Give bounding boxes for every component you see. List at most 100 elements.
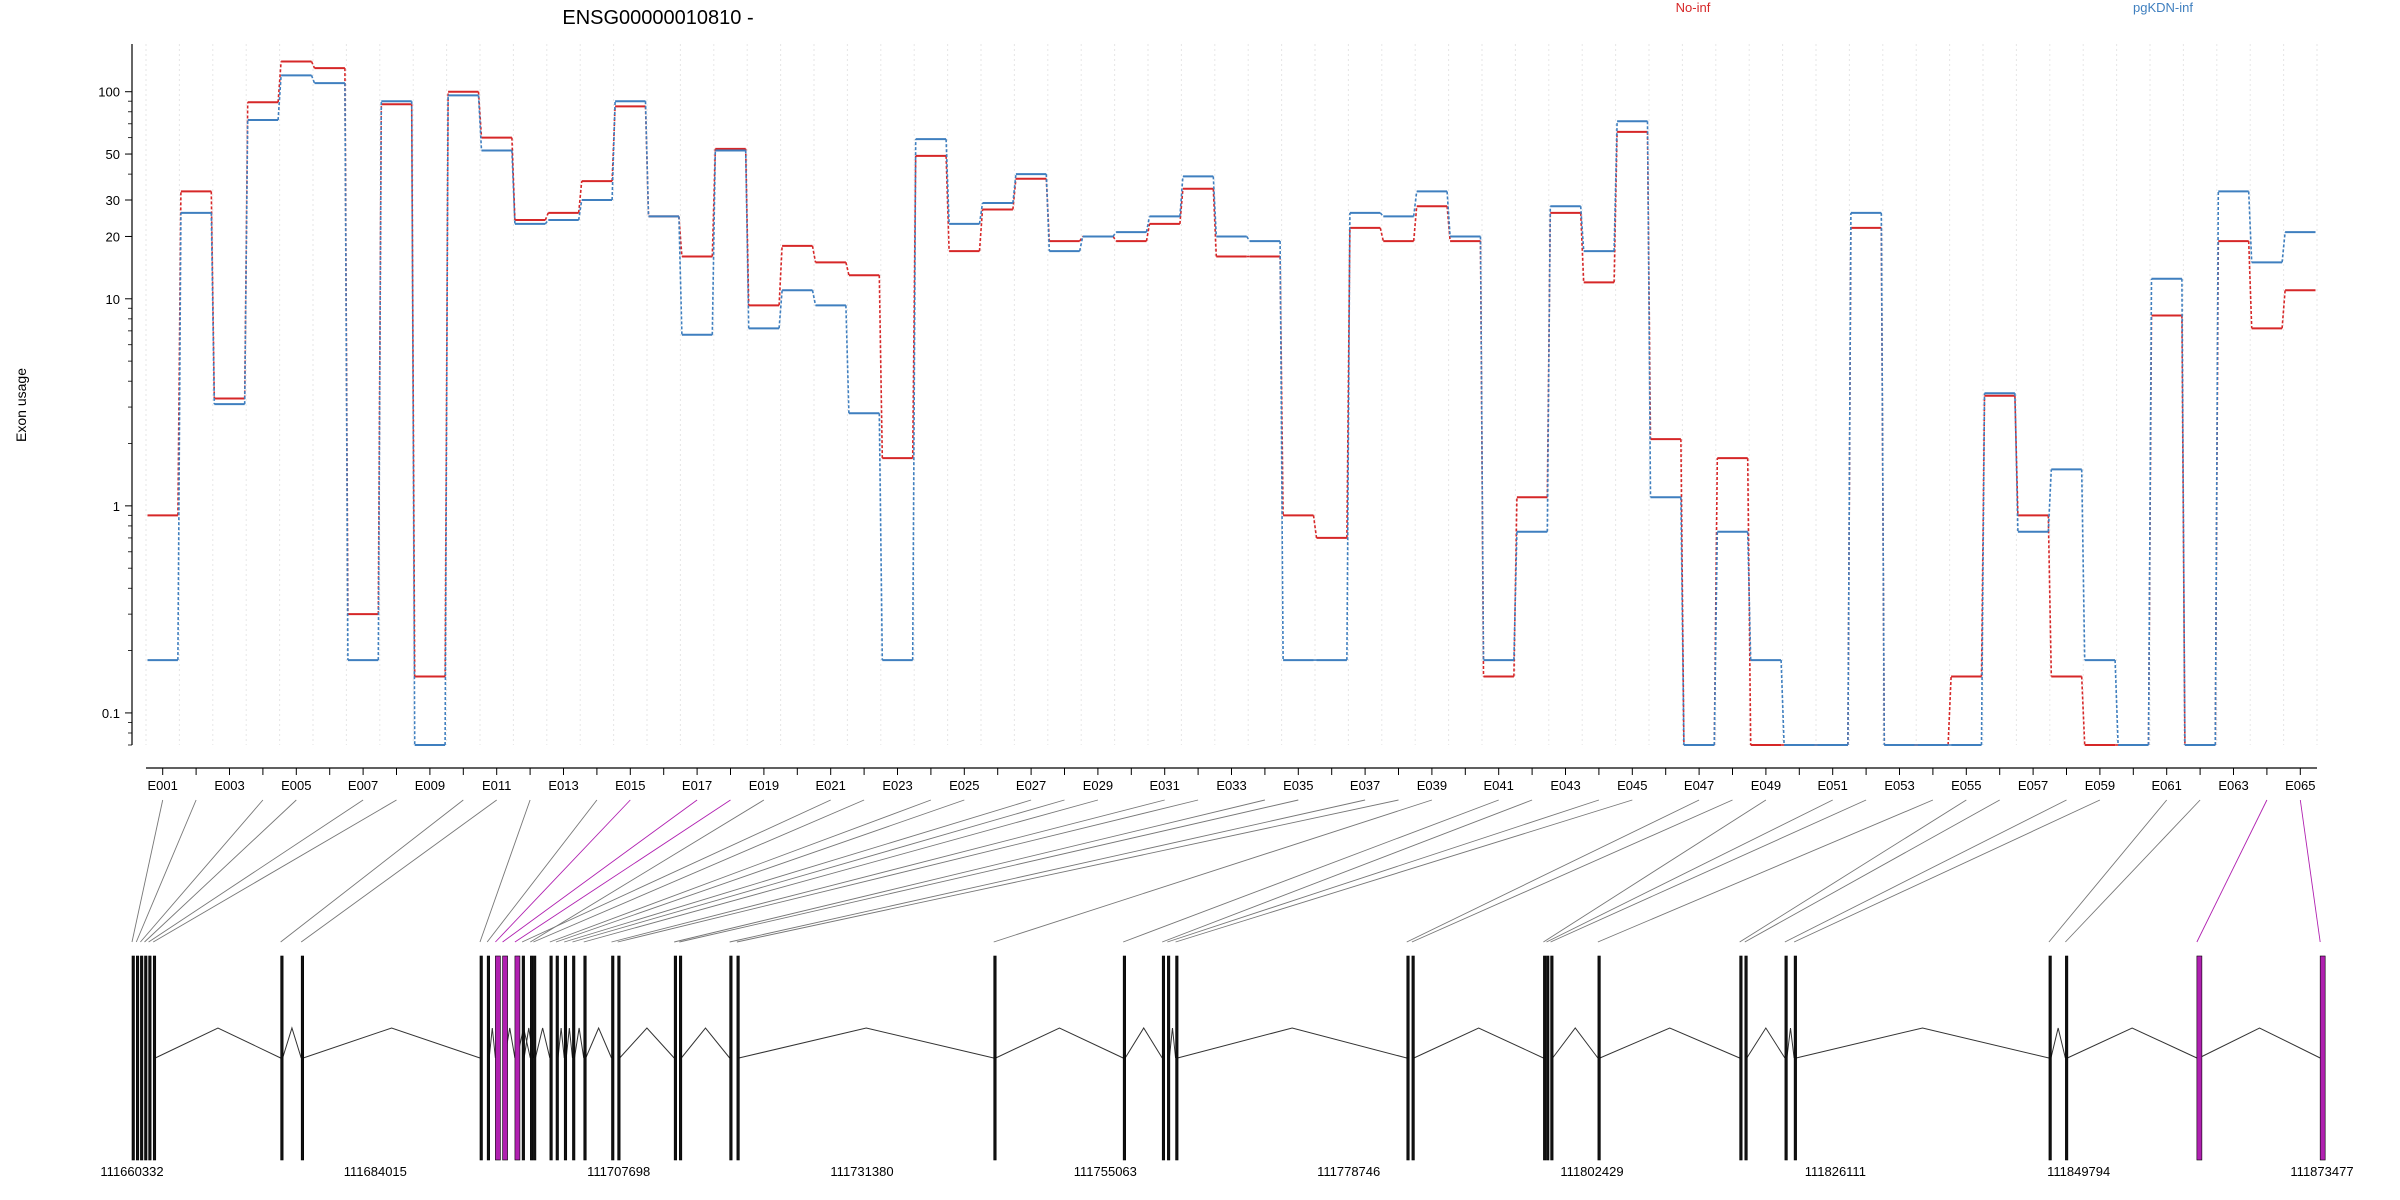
x-tick-label: E027 [1016, 778, 1046, 793]
exon [533, 955, 537, 1161]
vertical-gridlines [145, 44, 2318, 745]
exon-connector [502, 799, 698, 943]
exon [1122, 955, 1126, 1161]
exon-connector [2048, 799, 2168, 943]
series-connector [2014, 393, 2019, 532]
series-connector [1613, 121, 1618, 252]
series-connector [511, 137, 516, 221]
exon [521, 955, 525, 1161]
genomic-tick-label: 111660332 [100, 1164, 163, 1179]
series-connector [577, 181, 583, 213]
exon [993, 955, 997, 1161]
exon-connector [1167, 799, 1600, 943]
intron [565, 1027, 573, 1059]
series-connector [1579, 212, 1585, 283]
series-connector [1279, 256, 1284, 516]
series-connector [1412, 206, 1418, 242]
series-connector [577, 199, 583, 221]
x-tick-label: E021 [816, 778, 846, 793]
exon-connector [280, 799, 464, 943]
series-connector [2181, 278, 2186, 746]
series-connector [1479, 236, 1485, 661]
series-connector [911, 155, 917, 459]
x-tick-label: E047 [1684, 778, 1714, 793]
exon [2048, 955, 2052, 1161]
exon-highlighted [502, 955, 508, 1161]
series-connector [1379, 227, 1385, 242]
x-tick-label: E023 [882, 778, 912, 793]
series-connector [2147, 278, 2153, 746]
exon [1597, 955, 1601, 1161]
intron [1746, 1027, 1786, 1059]
exon [1784, 955, 1788, 1161]
exon-connector [2065, 799, 2201, 943]
intron [1413, 1027, 1544, 1059]
x-tick-label: E005 [281, 778, 311, 793]
series-connector [1212, 176, 1218, 237]
series-connector [477, 95, 483, 151]
exon-connector [479, 799, 531, 943]
intron [585, 1026, 612, 1059]
intron [1552, 1027, 1599, 1059]
series-connector [2047, 515, 2053, 677]
exon-connector [144, 799, 297, 943]
x-tick-label: E039 [1417, 778, 1447, 793]
series-connector [177, 212, 182, 661]
genomic-tick-label: 111849794 [2047, 1164, 2110, 1179]
genomic-tick-label: 111873477 [2290, 1164, 2353, 1179]
exon-connector [1597, 799, 1934, 943]
intron [1124, 1027, 1163, 1059]
exon-connector [1411, 799, 1733, 943]
series-connector [377, 101, 383, 661]
series-connector [2114, 660, 2119, 746]
exon-connector [140, 799, 264, 943]
y-tick-label: 20 [106, 229, 120, 244]
exon [1546, 955, 1550, 1161]
genomic-tick-label: 111731380 [830, 1164, 893, 1179]
exon [486, 955, 490, 1161]
exon-highlighted [2196, 955, 2203, 1161]
series-connector [1847, 212, 1852, 746]
series-connector [1713, 531, 1719, 746]
x-tick-label: E037 [1350, 778, 1380, 793]
legend-label-no-inf: No-inf [1676, 0, 1711, 15]
exon [611, 955, 615, 1161]
exon-connector [148, 799, 364, 943]
series-connector [2247, 191, 2253, 263]
exon [1406, 955, 1410, 1161]
series-connector [310, 75, 316, 84]
exon-connector [533, 799, 865, 943]
exon-connector [1406, 799, 1700, 943]
series-connector [544, 219, 549, 225]
series-connector [2047, 469, 2053, 532]
intron [2050, 1027, 2066, 1059]
series-connector [778, 290, 783, 329]
series-connector [277, 75, 282, 121]
series-connector [2281, 290, 2286, 329]
series-connector [1713, 458, 1719, 746]
exon-connector [1162, 799, 1533, 943]
exon [617, 955, 621, 1161]
x-tick-label: E057 [2018, 778, 2048, 793]
genomic-tick-label: 111684015 [344, 1164, 407, 1179]
x-tick-label: E001 [148, 778, 178, 793]
series-connector [845, 305, 850, 414]
series-connector [1212, 188, 1218, 257]
series-connector [2080, 469, 2086, 661]
x-tick-label: E033 [1216, 778, 1246, 793]
series-connector [878, 275, 884, 459]
x-tick-label: E013 [548, 778, 578, 793]
intron [1168, 1027, 1177, 1059]
exon-connector [521, 799, 831, 943]
exon-connector [300, 799, 497, 943]
x-tick-label: E051 [1818, 778, 1848, 793]
x-tick-label: E009 [415, 778, 445, 793]
intron [995, 1027, 1124, 1059]
y-tick-label: 1 [113, 499, 120, 514]
y-tick-label: 100 [98, 85, 120, 100]
gene-model-track [131, 955, 2326, 1161]
exon [1167, 955, 1171, 1161]
x-tick-label: E035 [1283, 778, 1313, 793]
series-connector [811, 245, 817, 263]
intron [1786, 1027, 1795, 1059]
